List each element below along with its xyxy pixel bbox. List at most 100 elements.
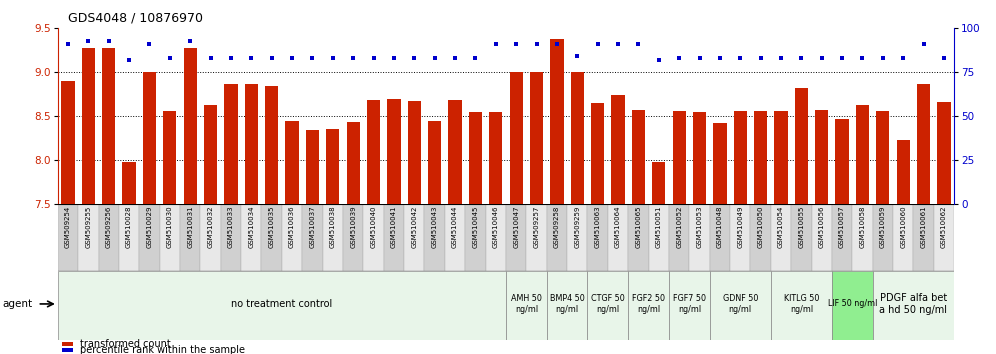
Bar <box>550 39 564 204</box>
Bar <box>123 162 135 204</box>
Bar <box>917 84 930 204</box>
Point <box>732 55 748 61</box>
Text: GSM510045: GSM510045 <box>472 206 478 248</box>
Bar <box>836 119 849 204</box>
Bar <box>62 81 75 204</box>
Point <box>284 55 300 61</box>
Bar <box>163 111 176 204</box>
Bar <box>142 72 156 204</box>
Bar <box>652 162 665 204</box>
Bar <box>180 204 200 271</box>
Text: LIF 50 ng/ml: LIF 50 ng/ml <box>828 299 877 308</box>
Point <box>936 55 952 61</box>
Bar <box>448 100 462 204</box>
Text: GDS4048 / 10876970: GDS4048 / 10876970 <box>68 12 203 25</box>
Text: GSM510057: GSM510057 <box>839 206 846 248</box>
Text: GSM510032: GSM510032 <box>207 206 213 248</box>
Bar <box>547 204 567 271</box>
Bar <box>872 204 893 271</box>
Text: GSM510043: GSM510043 <box>431 206 437 248</box>
Text: GSM510055: GSM510055 <box>799 206 805 248</box>
Bar <box>282 204 302 271</box>
Point <box>508 41 524 47</box>
Bar <box>812 204 832 271</box>
Bar <box>608 204 628 271</box>
Text: GSM510050: GSM510050 <box>758 206 764 248</box>
Bar <box>286 121 299 204</box>
Text: GSM510041: GSM510041 <box>390 206 397 248</box>
Bar <box>730 204 750 271</box>
Text: GSM510047: GSM510047 <box>513 206 519 248</box>
Bar <box>591 103 605 204</box>
Bar <box>771 204 791 271</box>
Text: GSM510028: GSM510028 <box>126 206 132 248</box>
Text: GSM510063: GSM510063 <box>595 206 601 248</box>
Bar <box>754 111 767 204</box>
Bar <box>510 72 523 204</box>
Point <box>447 55 463 61</box>
Bar <box>224 84 238 204</box>
Bar <box>832 204 853 271</box>
Bar <box>547 271 588 340</box>
Text: GSM510053: GSM510053 <box>696 206 702 248</box>
Text: BMP4 50
ng/ml: BMP4 50 ng/ml <box>550 294 585 314</box>
Point <box>874 55 890 61</box>
Text: GSM510048: GSM510048 <box>717 206 723 248</box>
Bar <box>404 204 424 271</box>
Bar <box>445 204 465 271</box>
Bar <box>876 111 889 204</box>
Bar <box>241 204 262 271</box>
Text: GSM509258: GSM509258 <box>554 206 560 248</box>
Point <box>835 55 851 61</box>
Bar <box>364 204 383 271</box>
Bar <box>853 204 872 271</box>
Bar <box>832 271 872 340</box>
Point <box>712 55 728 61</box>
Point <box>346 55 362 61</box>
Point <box>202 55 218 61</box>
Point <box>488 41 504 47</box>
Text: GSM510039: GSM510039 <box>351 206 357 248</box>
Text: GSM510058: GSM510058 <box>860 206 866 248</box>
Point <box>122 57 137 63</box>
Bar <box>506 271 547 340</box>
Bar <box>469 112 482 204</box>
Bar <box>896 141 910 204</box>
Bar <box>750 204 771 271</box>
Text: GSM510031: GSM510031 <box>187 206 193 248</box>
Text: no treatment control: no treatment control <box>231 299 333 309</box>
Text: GSM510062: GSM510062 <box>941 206 947 248</box>
Text: GSM510044: GSM510044 <box>452 206 458 248</box>
Bar <box>693 112 706 204</box>
Bar <box>526 204 547 271</box>
Bar <box>628 204 648 271</box>
Text: AMH 50
ng/ml: AMH 50 ng/ml <box>511 294 542 314</box>
Bar <box>62 342 74 346</box>
Text: GSM510038: GSM510038 <box>330 206 336 248</box>
Text: percentile rank within the sample: percentile rank within the sample <box>80 345 245 354</box>
Text: KITLG 50
ng/ml: KITLG 50 ng/ml <box>784 294 819 314</box>
Point <box>101 38 117 44</box>
Bar <box>791 204 812 271</box>
Bar <box>347 122 360 204</box>
Point <box>243 55 259 61</box>
Point <box>141 41 157 47</box>
Bar <box>672 111 686 204</box>
Text: GSM509255: GSM509255 <box>86 206 92 248</box>
Bar <box>428 121 441 204</box>
Point <box>223 55 239 61</box>
Bar <box>200 204 221 271</box>
Text: GSM510060: GSM510060 <box>900 206 906 248</box>
Text: GSM510037: GSM510037 <box>310 206 316 248</box>
Point <box>814 55 830 61</box>
Bar <box>648 204 669 271</box>
Bar <box>913 204 934 271</box>
Bar <box>710 271 771 340</box>
Bar <box>689 204 710 271</box>
Bar <box>588 204 608 271</box>
Point <box>610 41 626 47</box>
Bar <box>82 47 95 204</box>
Point <box>855 55 871 61</box>
Point <box>305 55 321 61</box>
Point <box>264 55 280 61</box>
